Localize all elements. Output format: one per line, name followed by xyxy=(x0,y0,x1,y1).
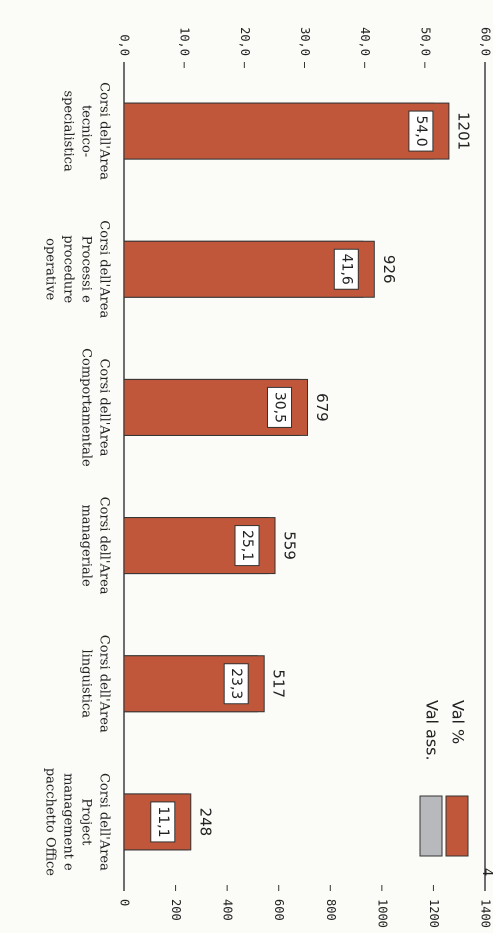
left-tick-label: 0,0 xyxy=(118,34,132,56)
abs-label: 926 xyxy=(380,255,398,284)
left-tick-label: 60,0 xyxy=(479,27,493,56)
right-tick-label: 1200 xyxy=(427,899,441,928)
category-label: Project xyxy=(79,798,94,846)
left-tick-label: 30,0 xyxy=(298,27,312,56)
bar-val-pct xyxy=(123,378,309,436)
right-tick-label: 1000 xyxy=(375,899,389,928)
category-labels: Corsi dell'Areatecnico-specialisticaCors… xyxy=(43,82,112,876)
bar-val-pct xyxy=(123,240,375,298)
category-label: Corsi dell'Area xyxy=(97,220,112,318)
legend-group: Val % Val ass. xyxy=(419,700,469,857)
category-label: procedure xyxy=(61,235,76,303)
right-tick-label: 0 xyxy=(118,899,132,906)
category-label: Comportamentale xyxy=(79,348,94,467)
abs-label: 679 xyxy=(313,393,331,422)
category-label: Corsi dell'Area xyxy=(97,82,112,180)
category-label: tecnico- xyxy=(79,105,94,157)
pct-label-box xyxy=(234,525,260,567)
abs-label: 1201 xyxy=(454,112,472,150)
category-label: management e xyxy=(61,773,76,871)
pct-label-box xyxy=(408,110,434,152)
legend: Val % Val ass. xyxy=(419,700,469,857)
right-tick-label: 600 xyxy=(272,899,286,921)
category-label: operative xyxy=(43,238,58,301)
category-label: linguistica xyxy=(79,649,94,718)
pct-label: 23,3 xyxy=(228,668,244,699)
category-label: manageriale xyxy=(79,504,94,586)
legend-label: Val % xyxy=(449,700,468,744)
left-tick-label: 20,0 xyxy=(238,27,252,56)
category-label: Corsi dell'Area xyxy=(97,635,112,733)
left-tick-label: 10,0 xyxy=(178,27,192,56)
pct-label: 30,5 xyxy=(272,392,288,423)
pct-label: 11,1 xyxy=(155,806,171,837)
pct-label-box xyxy=(333,248,359,290)
category-label: Processi e xyxy=(79,236,94,303)
bar-val-pct xyxy=(123,102,450,160)
pct-label-box xyxy=(267,386,293,428)
legend-label: Val ass. xyxy=(423,700,442,761)
category-label: specialistica xyxy=(61,90,76,172)
category-label: pacchetto Office xyxy=(43,768,58,876)
abs-label: 517 xyxy=(270,669,288,698)
category-label: Corsi dell'Area xyxy=(97,773,112,871)
plot-area: 0,0 10,0 20,0 30,0 40,0 50,0 60,0 0 200 400 600 80… xyxy=(43,27,493,928)
category-label: Corsi dell'Area xyxy=(97,358,112,456)
right-tick-label: 800 xyxy=(324,899,338,921)
pct-label: 25,1 xyxy=(239,530,255,561)
pct-label-box xyxy=(150,801,176,843)
legend-swatch xyxy=(419,795,443,857)
page-number: 4 xyxy=(479,868,493,876)
pct-label: 54,0 xyxy=(413,115,429,146)
abs-label: 248 xyxy=(196,808,214,837)
pct-label: 41,6 xyxy=(338,254,354,285)
right-tick-label: 1400 xyxy=(479,899,493,928)
right-tick-label: 200 xyxy=(169,899,183,921)
left-tick-label: 50,0 xyxy=(418,27,432,56)
right-tick-label: 400 xyxy=(221,899,235,921)
left-tick-label: 40,0 xyxy=(358,27,372,56)
abs-label: 559 xyxy=(281,531,299,560)
pct-label-box xyxy=(223,663,249,705)
right-axis-ticks: 0 200 400 600 800 1000 1200 1400 xyxy=(118,885,493,928)
legend-swatch xyxy=(445,795,469,857)
bars: 54,0 1201 41,6 926 30,5 679 25,1 559 23,3 517 11,1… xyxy=(123,102,472,851)
left-axis-ticks: 0,0 10,0 20,0 30,0 40,0 50,0 60,0 xyxy=(118,27,493,68)
category-label: Corsi dell'Area xyxy=(97,497,112,595)
